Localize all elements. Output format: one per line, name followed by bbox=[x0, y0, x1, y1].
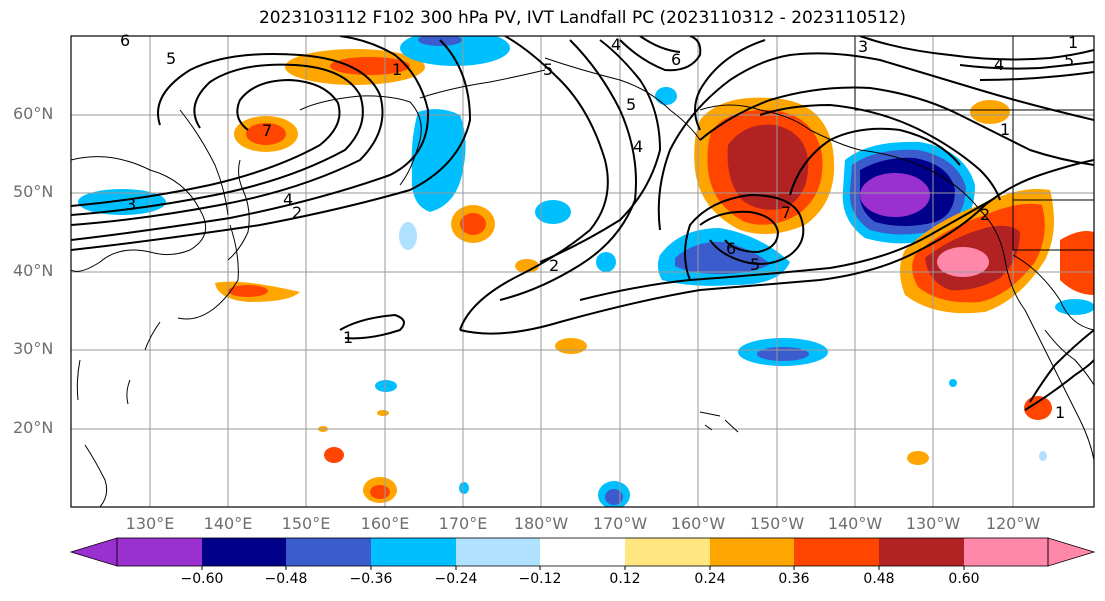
colorbar-tick-label: −0.12 bbox=[518, 571, 562, 587]
anomaly-positive-large bbox=[900, 189, 1094, 314]
lon-label: 180°W bbox=[513, 514, 569, 533]
contour-label: 4 bbox=[994, 55, 1004, 74]
colorbar-bin bbox=[625, 538, 710, 566]
lon-label: 150°E bbox=[281, 514, 331, 533]
contour-label: 5 bbox=[626, 95, 636, 114]
colorbar-tick-label: −0.24 bbox=[434, 571, 478, 587]
lat-label: 20°N bbox=[13, 418, 54, 437]
anomaly-negative bbox=[78, 189, 166, 215]
contour-label: 6 bbox=[726, 239, 736, 258]
contour-label: 1 bbox=[1068, 33, 1078, 52]
contour-label: 4 bbox=[611, 35, 621, 54]
contour-label: 7 bbox=[262, 121, 272, 140]
contour-label: 1 bbox=[343, 328, 353, 347]
contour-label: 6 bbox=[671, 50, 681, 69]
contour-label: 5 bbox=[1064, 51, 1074, 70]
colorbar-tick-label: −0.36 bbox=[349, 571, 393, 587]
contour-label-group: 6 5 4 3 2 1 1 2 4 5 6 5 4 7 6 5 7 2 1 3 … bbox=[120, 31, 1078, 422]
anomaly-negative bbox=[375, 299, 1094, 507]
colorbar-extend-max bbox=[1047, 537, 1096, 567]
lat-label: 50°N bbox=[13, 182, 54, 201]
map-frame bbox=[70, 35, 1095, 508]
colorbar-outline bbox=[116, 537, 1049, 567]
map-title: 2023103112 F102 300 hPa PV, IVT Landfall… bbox=[258, 8, 906, 28]
colorbar-bin bbox=[286, 538, 371, 566]
lat-label: 30°N bbox=[13, 339, 54, 358]
colorbar-tick-label: 0.12 bbox=[609, 571, 641, 587]
anomaly-positive bbox=[234, 116, 298, 152]
lon-label: 140°W bbox=[827, 514, 883, 533]
anomaly-negative bbox=[657, 228, 790, 286]
colorbar-bin bbox=[202, 538, 286, 566]
colorbar-bin bbox=[371, 538, 456, 566]
lon-label: 160°E bbox=[360, 514, 410, 533]
contour-label: 2 bbox=[292, 203, 302, 222]
contour-label: 2 bbox=[549, 256, 559, 275]
lon-label: 160°W bbox=[670, 514, 726, 533]
anomaly-negative bbox=[411, 109, 466, 212]
lon-label: 130°W bbox=[905, 514, 961, 533]
colorbar-tick-label: −0.48 bbox=[264, 571, 308, 587]
shading-layer bbox=[78, 36, 1094, 507]
contour-label: 3 bbox=[858, 37, 868, 56]
lon-label: 120°W bbox=[985, 514, 1041, 533]
contour-label: 5 bbox=[166, 49, 176, 68]
colorbar-extend-min bbox=[69, 537, 118, 567]
contour-label: 5 bbox=[750, 255, 760, 274]
colorbar bbox=[69, 537, 1096, 570]
contour-label: 6 bbox=[120, 31, 130, 50]
contour-label: 5 bbox=[543, 60, 553, 79]
anomaly-positive-large bbox=[694, 97, 835, 234]
colorbar-bin bbox=[456, 538, 540, 566]
colorbar-bin bbox=[879, 538, 964, 566]
contour-label: 1 bbox=[392, 60, 402, 79]
colorbar-tick-label: 0.24 bbox=[694, 571, 726, 587]
contour-label: 7 bbox=[781, 203, 791, 222]
colorbar-bin bbox=[117, 538, 202, 566]
colorbar-bin bbox=[794, 538, 879, 566]
colorbar-tick-label: 0.60 bbox=[948, 571, 980, 587]
lon-label: 150°W bbox=[749, 514, 805, 533]
pv-contours bbox=[71, 36, 1094, 411]
colorbar-bin bbox=[540, 538, 625, 566]
anomaly-positive bbox=[215, 281, 300, 302]
lon-label: 130°E bbox=[125, 514, 175, 533]
colorbar-tick-label: 0.48 bbox=[863, 571, 895, 587]
gridlines bbox=[71, 36, 1094, 507]
lon-label: 170°E bbox=[438, 514, 488, 533]
lat-label: 60°N bbox=[13, 104, 54, 123]
colorbar-bin bbox=[964, 538, 1048, 566]
contour-label: 4 bbox=[283, 190, 293, 209]
anomaly-negative bbox=[399, 87, 677, 272]
contour-label: 3 bbox=[126, 195, 136, 214]
colorbar-tick-label: −0.60 bbox=[180, 571, 224, 587]
lon-label: 170°W bbox=[592, 514, 648, 533]
colorbar-tick-label: 0.36 bbox=[778, 571, 810, 587]
contour-label: 2 bbox=[980, 205, 990, 224]
lon-label: 140°E bbox=[203, 514, 253, 533]
contour-label: 1 bbox=[1000, 120, 1010, 139]
contour-label: 4 bbox=[633, 137, 643, 156]
contour-label: 1 bbox=[1055, 403, 1065, 422]
lat-label: 40°N bbox=[13, 261, 54, 280]
colorbar-bin bbox=[710, 538, 794, 566]
